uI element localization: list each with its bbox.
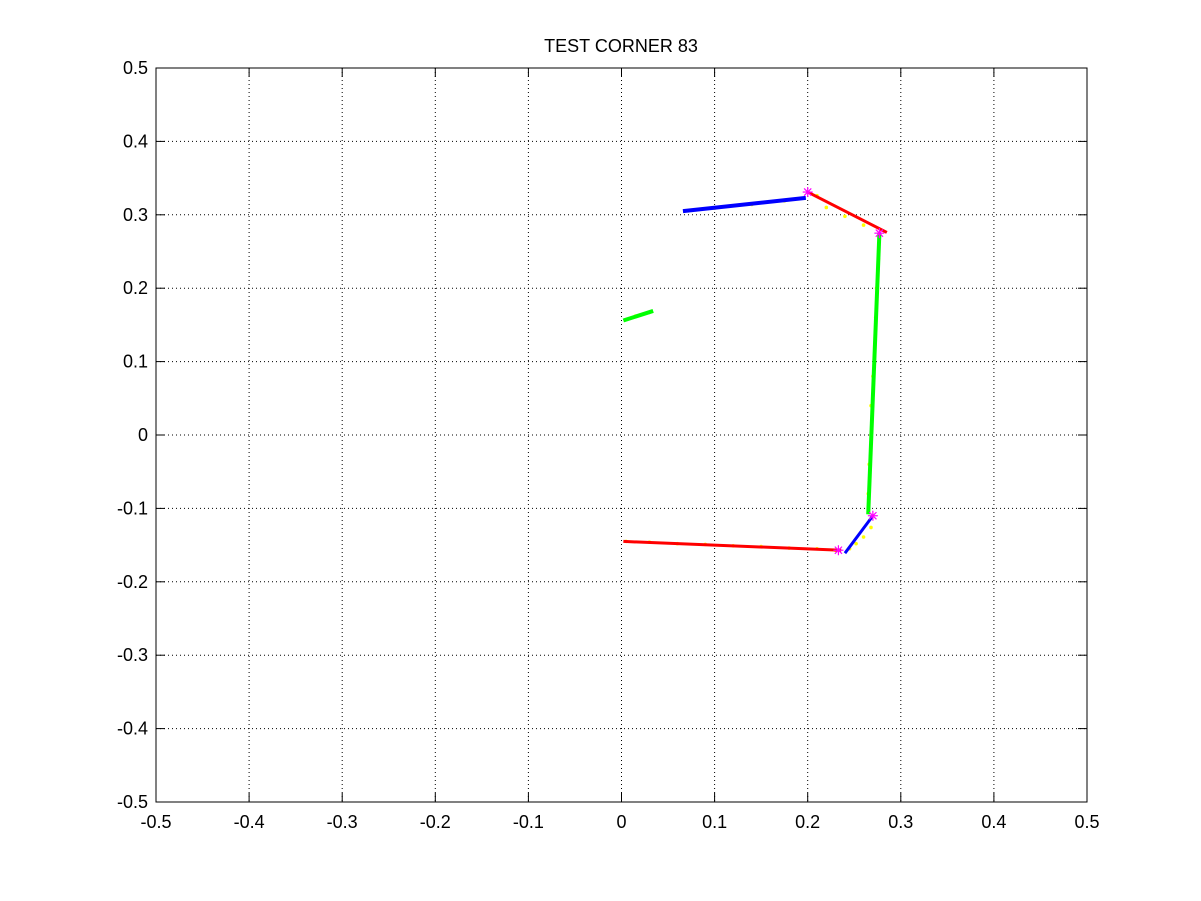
scan-point [861,535,866,539]
y-tick-label: 0.5 [123,58,148,78]
x-tick-label: 0 [616,812,626,832]
segment-line [682,195,807,214]
x-tick-label: 0.5 [1074,812,1099,832]
corner-marker-stroke [875,229,884,238]
corner-marker-stroke [803,188,812,197]
segment-line [807,190,888,234]
y-tick-label: -0.4 [117,719,148,739]
corner-marker [874,228,885,239]
y-tick-label: 0 [138,425,148,445]
fitted-segments [622,190,888,555]
y-tick-label: -0.2 [117,572,148,592]
x-tick-label: 0.2 [795,812,820,832]
x-tick-label: -0.2 [420,812,451,832]
x-tick-labels: -0.5 -0.4 -0.3 -0.2 -0.1 0 0.1 0.2 0.3 0.4 0.5 [140,812,1099,832]
x-tick-label: 0.1 [702,812,727,832]
segment-line [866,233,882,515]
y-tick-label: 0.4 [123,131,148,151]
corner-marker-stroke [834,546,843,555]
y-tick-label: -0.1 [117,498,148,518]
segment-line [843,514,875,555]
scan-point [843,214,847,219]
corner-marker [833,545,844,556]
scan-point [824,205,829,210]
y-tick-label: 0.1 [123,352,148,372]
y-tick-label: 0.2 [123,278,148,298]
y-tick-labels: -0.5 -0.4 -0.3 -0.2 -0.1 0 0.1 0.2 0.3 0.4 0.5 [117,58,148,812]
plot-area [156,68,1087,802]
x-tick-label: -0.5 [140,812,171,832]
segment-line [623,539,842,552]
corner-marker [867,510,878,521]
scan-point [869,525,873,530]
corner-marker [802,187,813,198]
scan-point [854,541,858,546]
x-tick-label: -0.3 [327,812,358,832]
x-tick-label: -0.1 [513,812,544,832]
axes-box [155,67,1088,803]
scan-point [861,223,866,227]
x-tick-label: -0.4 [234,812,265,832]
y-tick-label: -0.3 [117,645,148,665]
corner-marker-stroke [868,511,877,520]
x-tick-label: 0.3 [888,812,913,832]
corner-markers [802,187,885,556]
x-tick-label: 0.4 [981,812,1006,832]
chart-title: TEST CORNER 83 [544,36,698,56]
segment-line [622,309,654,323]
y-tick-label: 0.3 [123,205,148,225]
y-tick-label: -0.5 [117,792,148,812]
